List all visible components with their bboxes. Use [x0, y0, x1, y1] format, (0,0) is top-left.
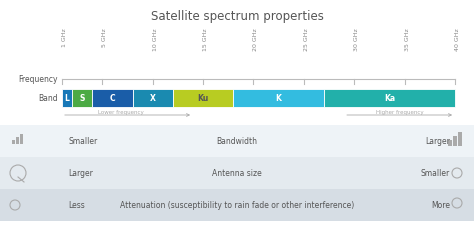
Bar	[0, 189, 474, 221]
Text: 40 GHz: 40 GHz	[455, 28, 460, 51]
Bar	[16, 137, 19, 144]
Text: Frequency: Frequency	[18, 75, 58, 84]
Text: Antenna size: Antenna size	[212, 169, 262, 178]
Bar	[133, 90, 173, 108]
Text: 5 GHz: 5 GHz	[102, 28, 107, 47]
Text: Higher frequency: Higher frequency	[376, 109, 423, 114]
Text: 1 GHz: 1 GHz	[62, 28, 67, 47]
Bar	[12, 140, 15, 144]
Text: L: L	[64, 94, 70, 103]
Bar	[173, 90, 233, 108]
Bar	[233, 90, 324, 108]
Text: Lower frequency: Lower frequency	[98, 109, 144, 114]
Text: Attenuation (susceptibility to rain fade or other interference): Attenuation (susceptibility to rain fade…	[120, 201, 354, 210]
Bar	[72, 90, 92, 108]
Bar	[0, 126, 474, 157]
Text: 25 GHz: 25 GHz	[304, 28, 309, 51]
Text: 20 GHz: 20 GHz	[254, 28, 258, 51]
Text: K: K	[276, 94, 282, 103]
Text: 30 GHz: 30 GHz	[354, 28, 359, 51]
Text: Ka: Ka	[384, 94, 395, 103]
Text: Bandwidth: Bandwidth	[217, 137, 257, 146]
Text: X: X	[150, 94, 155, 103]
Text: Band: Band	[38, 94, 58, 103]
Bar	[0, 157, 474, 189]
Text: Satellite spectrum properties: Satellite spectrum properties	[151, 10, 323, 23]
Text: 35 GHz: 35 GHz	[405, 28, 410, 51]
Text: More: More	[431, 201, 450, 210]
Text: 10 GHz: 10 GHz	[153, 28, 158, 50]
Bar	[62, 90, 72, 108]
Text: C: C	[109, 94, 115, 103]
Text: Ku: Ku	[198, 94, 209, 103]
Text: S: S	[80, 94, 85, 103]
Bar	[92, 90, 133, 108]
Text: 15 GHz: 15 GHz	[203, 28, 208, 50]
Bar	[448, 140, 452, 146]
Text: Smaller: Smaller	[421, 169, 450, 178]
Bar	[453, 136, 457, 146]
Bar	[458, 132, 462, 146]
Text: Larger: Larger	[68, 169, 93, 178]
Bar	[20, 134, 23, 144]
Text: Less: Less	[68, 201, 85, 210]
Bar	[324, 90, 455, 108]
Text: Smaller: Smaller	[68, 137, 97, 146]
Text: Larger: Larger	[425, 137, 450, 146]
